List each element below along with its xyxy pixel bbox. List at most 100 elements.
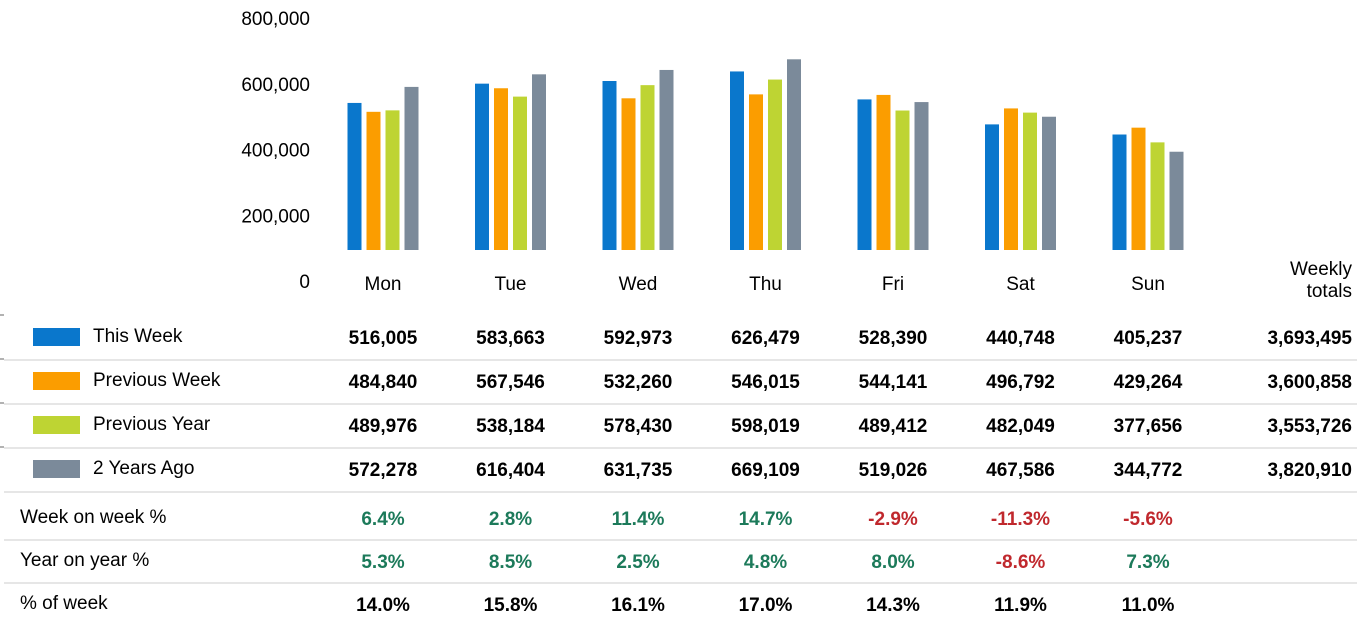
- table-value: 405,237: [1114, 328, 1183, 349]
- bar: [475, 83, 489, 251]
- table-value: 489,412: [859, 416, 928, 437]
- y-tick-label: 200,000: [241, 206, 310, 227]
- legend-label: This Week: [93, 326, 183, 347]
- table-value: 440,748: [986, 328, 1055, 349]
- table-value: -11.3%: [991, 509, 1050, 530]
- y-tick-label: 400,000: [241, 141, 310, 162]
- table-value: 532,260: [604, 372, 673, 393]
- totals-header: Weekly totals: [1290, 259, 1352, 302]
- table-value: 377,656: [1114, 416, 1183, 437]
- table-value: 631,735: [604, 460, 673, 481]
- table-value: 11.0%: [1122, 595, 1175, 616]
- bar: [1169, 151, 1184, 250]
- table-value: 17.0%: [739, 595, 793, 616]
- table-value: 14.0%: [356, 595, 410, 616]
- legend-label: Previous Year: [93, 414, 211, 435]
- table-total: 3,553,726: [1267, 416, 1352, 437]
- table-value: 598,019: [731, 416, 800, 437]
- table-value: -5.6%: [1123, 509, 1173, 530]
- x-tick-label: Thu: [749, 274, 782, 295]
- bar: [1042, 116, 1056, 250]
- bar: [1004, 108, 1018, 250]
- bar: [1112, 134, 1127, 250]
- bar: [1023, 112, 1037, 251]
- table-value: 7.3%: [1126, 552, 1169, 573]
- bar: [1131, 127, 1146, 250]
- bar: [749, 94, 763, 250]
- table-value: 592,973: [604, 328, 673, 349]
- table-value: 544,141: [859, 372, 928, 393]
- bar: [347, 102, 362, 251]
- table-value: 626,479: [731, 328, 800, 349]
- bar: [640, 85, 655, 250]
- table-value: 429,264: [1114, 372, 1183, 393]
- x-tick-label: Wed: [619, 274, 658, 295]
- table-value: 528,390: [859, 328, 928, 349]
- table-value: -2.9%: [868, 509, 918, 530]
- table-value: 669,109: [731, 460, 800, 481]
- bar: [730, 71, 744, 250]
- table-value: 578,430: [604, 416, 673, 437]
- x-tick-label: Tue: [494, 274, 526, 295]
- table-value: 8.5%: [489, 552, 532, 573]
- table-value: 482,049: [986, 416, 1055, 437]
- table-value: 16.1%: [611, 595, 665, 616]
- bar: [1150, 142, 1165, 250]
- table-value: 538,184: [476, 416, 545, 437]
- bar: [366, 111, 381, 250]
- bar: [602, 81, 617, 251]
- table-value: 496,792: [986, 372, 1055, 393]
- legend-label: 2 Years Ago: [93, 458, 194, 479]
- table-value: 2.5%: [616, 552, 659, 573]
- table-total: 3,693,495: [1267, 328, 1352, 349]
- legend-swatch: [33, 328, 80, 346]
- table-value: 11.9%: [994, 595, 1047, 616]
- bar: [404, 86, 419, 250]
- bar: [876, 94, 891, 250]
- legend-label: Previous Week: [93, 370, 221, 391]
- bar: [985, 124, 999, 250]
- table-value: 5.3%: [361, 552, 404, 573]
- table-value: 467,586: [986, 460, 1055, 481]
- y-tick-label: 0: [299, 272, 310, 293]
- y-tick-label: 800,000: [241, 9, 310, 30]
- bar: [385, 110, 400, 250]
- table-value: -8.6%: [996, 552, 1046, 573]
- table-total: 3,820,910: [1267, 460, 1352, 481]
- table-value: 567,546: [476, 372, 545, 393]
- bar: [787, 59, 801, 250]
- legend-swatch: [33, 416, 80, 434]
- table-value: 546,015: [731, 372, 800, 393]
- table-value: 6.4%: [361, 509, 404, 530]
- table-total: 3,600,858: [1267, 372, 1352, 393]
- x-tick-label: Sat: [1006, 274, 1035, 295]
- bar: [513, 96, 527, 251]
- bar: [914, 102, 929, 250]
- table-value: 484,840: [349, 372, 418, 393]
- bar: [621, 98, 636, 250]
- row-label: Week on week %: [20, 507, 167, 528]
- table-value: 11.4%: [612, 509, 665, 530]
- bar: [532, 74, 546, 250]
- row-label: Year on year %: [20, 550, 149, 571]
- bar: [494, 88, 508, 250]
- row-label: % of week: [20, 593, 108, 614]
- table-value: 8.0%: [871, 552, 914, 573]
- table-value: 519,026: [859, 460, 928, 481]
- table-value: 4.8%: [744, 552, 787, 573]
- table-value: 572,278: [349, 460, 418, 481]
- table-value: 344,772: [1114, 460, 1183, 481]
- legend-swatch: [33, 460, 80, 478]
- table-value: 2.8%: [489, 509, 532, 530]
- legend-swatch: [33, 372, 80, 390]
- table-value: 583,663: [476, 328, 545, 349]
- bar: [857, 99, 872, 251]
- bar: [895, 110, 910, 250]
- x-tick-label: Fri: [882, 274, 904, 295]
- table-value: 14.7%: [739, 509, 793, 530]
- table-value: 616,404: [476, 460, 545, 481]
- table-value: 489,976: [349, 416, 418, 437]
- table-value: 516,005: [349, 328, 418, 349]
- bar: [768, 79, 782, 251]
